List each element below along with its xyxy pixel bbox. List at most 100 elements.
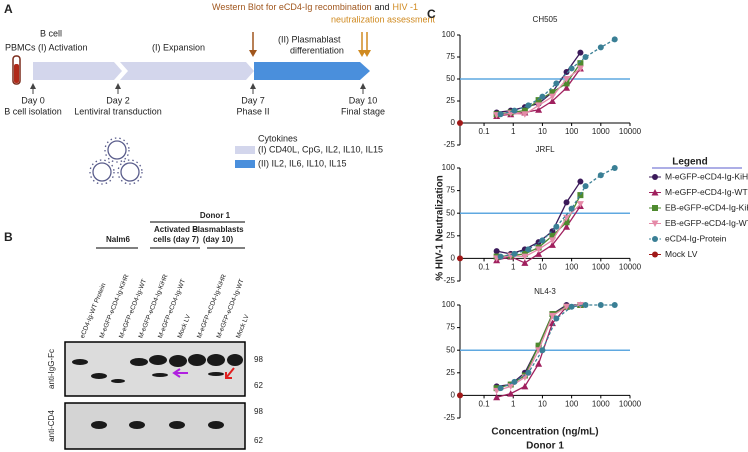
y-tick-label: 75 bbox=[446, 323, 455, 332]
point bbox=[535, 360, 543, 367]
mw-marker: 98 bbox=[254, 407, 263, 416]
chart-title: JRFL bbox=[535, 145, 555, 154]
legend-marker bbox=[651, 220, 659, 227]
group-label: (day 10) bbox=[203, 235, 234, 244]
point bbox=[457, 392, 463, 399]
lane-label: Mock LV bbox=[176, 313, 192, 339]
legend-marker bbox=[652, 236, 658, 242]
timepoint-event: Lentiviral transduction bbox=[74, 106, 162, 116]
point bbox=[549, 232, 556, 239]
phase-arrow bbox=[120, 62, 254, 80]
point bbox=[511, 250, 518, 257]
chart-title: NL4-3 bbox=[534, 287, 556, 296]
legend-marker bbox=[652, 236, 658, 242]
x-tick-label: 0.1 bbox=[478, 127, 490, 136]
point bbox=[563, 68, 570, 75]
x-tick-label: 10 bbox=[538, 127, 547, 136]
point bbox=[549, 89, 556, 96]
panel-label: B bbox=[4, 230, 13, 244]
cytokines-title: Cytokines bbox=[258, 133, 298, 143]
timepoint-day: Day 0 bbox=[21, 95, 45, 105]
y-tick-label: -25 bbox=[443, 276, 455, 285]
point bbox=[563, 76, 571, 83]
point bbox=[493, 393, 501, 401]
point bbox=[553, 223, 560, 230]
group-label: Nalm6 bbox=[106, 235, 131, 244]
legend-marker bbox=[651, 189, 659, 196]
legend-marker bbox=[652, 251, 658, 258]
legend-label: M-eGFP-eCD4-Ig-WT bbox=[665, 187, 748, 197]
legend-marker bbox=[651, 189, 659, 196]
y-tick-label: -25 bbox=[443, 140, 455, 149]
x-tick-label: 1 bbox=[511, 400, 516, 409]
cytokine-key bbox=[235, 146, 255, 154]
legend-label: eCD4-Ig-Protein bbox=[665, 233, 727, 243]
bands bbox=[72, 354, 243, 429]
header-part: HIV -1 bbox=[392, 2, 418, 12]
point bbox=[548, 312, 556, 320]
point bbox=[507, 383, 515, 390]
arrows bbox=[249, 32, 371, 57]
point bbox=[535, 106, 543, 113]
point bbox=[497, 385, 504, 392]
x-axis-label: Concentration (ng/mL) bbox=[491, 427, 598, 438]
phase-label: differentiation bbox=[290, 45, 344, 55]
timepoint-day: Day 10 bbox=[349, 95, 378, 105]
panel-label: A bbox=[4, 2, 13, 16]
blot-label: anti-CD4 bbox=[47, 410, 56, 442]
timepoint-tick bbox=[250, 83, 256, 89]
point bbox=[611, 302, 618, 308]
point bbox=[539, 347, 546, 354]
point bbox=[493, 248, 500, 255]
point bbox=[563, 199, 570, 206]
point bbox=[577, 192, 584, 199]
legend-label: EB-eGFP-eCD4-Ig-KiHR bbox=[665, 202, 748, 212]
point bbox=[582, 54, 589, 60]
point bbox=[511, 107, 518, 114]
timepoint-day: Day 7 bbox=[241, 95, 265, 105]
point bbox=[548, 241, 556, 248]
point bbox=[511, 378, 518, 385]
point bbox=[535, 102, 543, 109]
point bbox=[539, 237, 546, 244]
point bbox=[539, 93, 546, 100]
point bbox=[611, 165, 618, 171]
x-tick-label: 10 bbox=[538, 263, 547, 272]
blot-label: anti-IgG-Fc bbox=[47, 349, 56, 389]
point bbox=[535, 97, 542, 104]
legend-label: M-eGFP-eCD4-Ig-KiHR bbox=[665, 171, 748, 181]
phase-label: (II) Plasmablast bbox=[278, 34, 341, 44]
panel-label: C bbox=[427, 7, 436, 21]
timepoint-tick bbox=[115, 83, 121, 89]
y-tick-label: 100 bbox=[442, 30, 456, 39]
header: Western Blot for eCD4-Ig recombination an… bbox=[212, 2, 418, 12]
point bbox=[563, 219, 570, 226]
point bbox=[521, 259, 529, 266]
cytokine-item: (II) IL2, IL6, IL10, IL15 bbox=[258, 158, 347, 168]
y-tick-label: 0 bbox=[451, 391, 456, 400]
point bbox=[577, 178, 584, 185]
point bbox=[457, 255, 463, 262]
point bbox=[577, 49, 584, 56]
y-tick-label: 0 bbox=[451, 118, 456, 127]
x-tick-label: 0.1 bbox=[478, 263, 490, 272]
point bbox=[548, 93, 556, 101]
phase-label: (I) Expansion bbox=[152, 42, 205, 52]
y-tick-label: 25 bbox=[446, 368, 455, 377]
x-tick-label: 10000 bbox=[619, 263, 642, 272]
point bbox=[521, 382, 529, 390]
mw-marker: 62 bbox=[254, 381, 263, 390]
chart-title: CH505 bbox=[533, 15, 558, 24]
point bbox=[563, 223, 571, 230]
point bbox=[611, 36, 618, 43]
cytokine-item: (I) CD40L, CpG, IL2, IL10, IL15 bbox=[258, 144, 383, 154]
y-tick-label: 100 bbox=[442, 163, 456, 172]
point bbox=[457, 120, 463, 126]
x-tick-label: 0.1 bbox=[478, 400, 490, 409]
curve bbox=[500, 38, 616, 115]
arrow bbox=[172, 368, 188, 378]
x-tick-label: 1 bbox=[511, 127, 516, 136]
point bbox=[553, 315, 560, 322]
legend-marker bbox=[652, 251, 658, 258]
point bbox=[582, 183, 589, 190]
